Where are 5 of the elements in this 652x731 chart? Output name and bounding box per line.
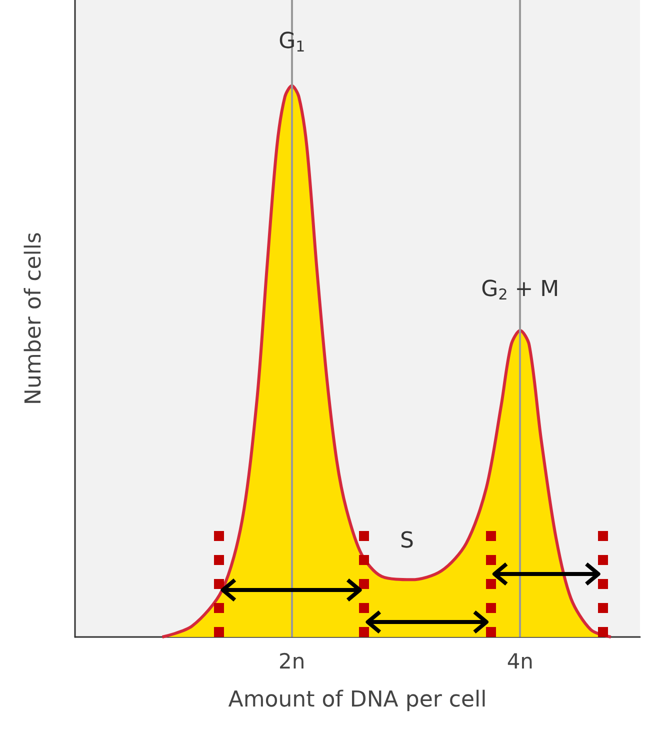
y-axis-title: Number of cells [22,232,46,405]
x-axis-title: Amount of DNA per cell [228,688,487,712]
x-tick-label: 4n [506,650,534,674]
x-tick-label: 2n [278,650,306,674]
annotation: S [400,528,414,554]
